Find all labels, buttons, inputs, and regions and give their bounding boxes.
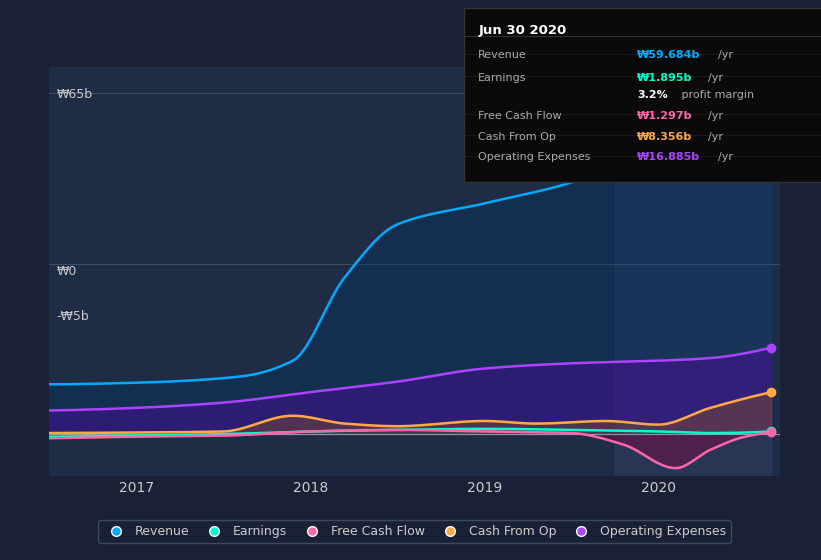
Text: ₩16.885b: ₩16.885b: [637, 152, 700, 162]
Text: Revenue: Revenue: [479, 50, 527, 60]
Text: /yr: /yr: [708, 111, 723, 121]
Text: ₩1.895b: ₩1.895b: [637, 73, 693, 83]
Text: Earnings: Earnings: [479, 73, 527, 83]
Text: Cash From Op: Cash From Op: [479, 132, 556, 142]
Text: /yr: /yr: [708, 132, 723, 142]
Text: Jun 30 2020: Jun 30 2020: [479, 24, 566, 37]
Text: ₩65b: ₩65b: [57, 87, 93, 101]
Text: /yr: /yr: [718, 50, 733, 60]
Text: -₩5b: -₩5b: [57, 310, 89, 323]
Text: ₩59.684b: ₩59.684b: [637, 50, 700, 60]
Legend: Revenue, Earnings, Free Cash Flow, Cash From Op, Operating Expenses: Revenue, Earnings, Free Cash Flow, Cash …: [99, 520, 731, 543]
Text: Free Cash Flow: Free Cash Flow: [479, 111, 562, 121]
Text: ₩0: ₩0: [57, 265, 77, 278]
Text: /yr: /yr: [708, 73, 723, 83]
Text: ₩8.356b: ₩8.356b: [637, 132, 692, 142]
Text: profit margin: profit margin: [677, 90, 754, 100]
Text: ₩1.297b: ₩1.297b: [637, 111, 693, 121]
Text: Operating Expenses: Operating Expenses: [479, 152, 590, 162]
Text: 3.2%: 3.2%: [637, 90, 668, 100]
Bar: [615, 67, 771, 476]
Text: /yr: /yr: [718, 152, 733, 162]
